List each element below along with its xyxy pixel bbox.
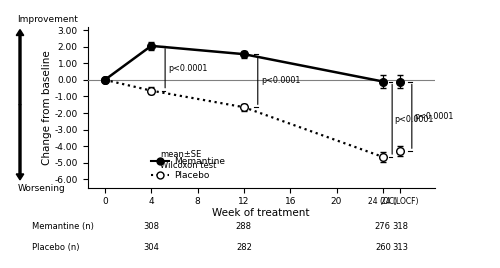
Text: 313: 313 [392,243,408,252]
Text: p<0.0001: p<0.0001 [168,64,208,73]
Text: 318: 318 [392,222,408,231]
Text: p<0.0001: p<0.0001 [261,76,300,85]
Y-axis label: Change from baseline: Change from baseline [42,50,51,165]
Text: p<0.0001: p<0.0001 [394,115,434,124]
Text: Memantine (n): Memantine (n) [32,222,94,231]
Text: 260: 260 [375,243,391,252]
Text: p<0.0001: p<0.0001 [414,112,454,121]
X-axis label: Week of treatment: Week of treatment [212,208,310,218]
Text: mean±SE
Wilcoxon test: mean±SE Wilcoxon test [160,150,217,170]
Text: 308: 308 [143,222,159,231]
Legend: Memantine, Placebo: Memantine, Placebo [151,157,224,180]
Text: Worsening: Worsening [18,184,65,193]
Text: 282: 282 [236,243,252,252]
Text: 276: 276 [375,222,391,231]
Text: 288: 288 [236,222,252,231]
Text: 304: 304 [144,243,159,252]
Text: Improvement: Improvement [18,15,78,24]
Text: Placebo (n): Placebo (n) [32,243,80,252]
